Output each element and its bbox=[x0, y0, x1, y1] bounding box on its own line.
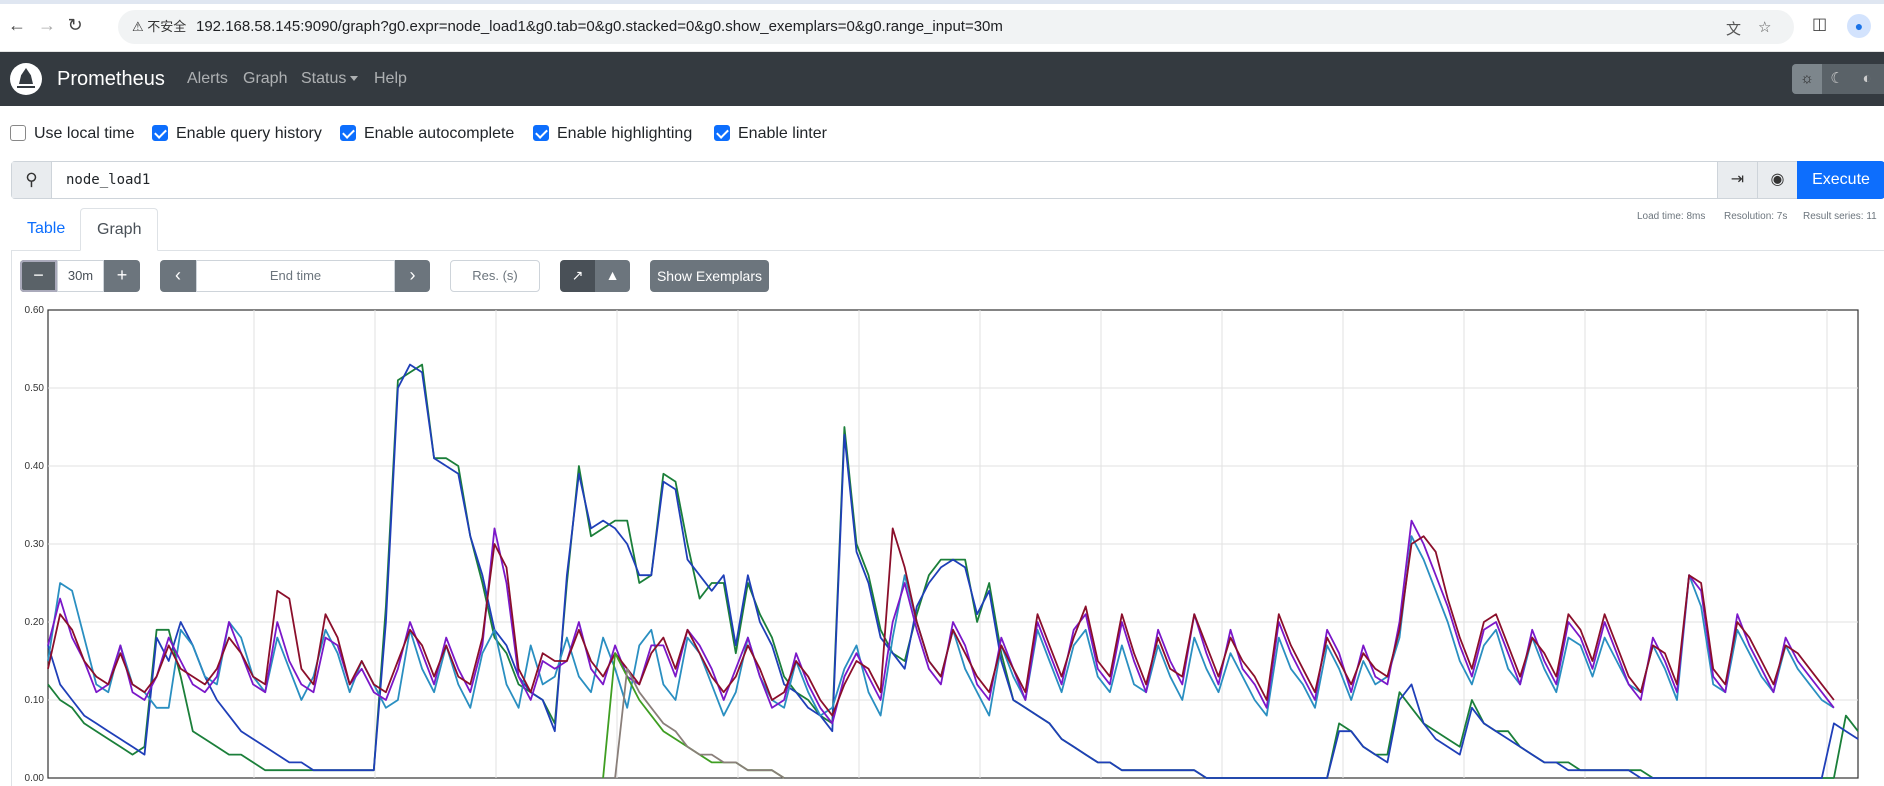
resolution-input[interactable]: Res. (s) bbox=[450, 260, 540, 292]
tab-strip bbox=[0, 0, 1884, 4]
forward-arrow-icon[interactable]: → bbox=[38, 15, 56, 35]
option-label: Enable autocomplete bbox=[364, 125, 515, 142]
nav-link-status[interactable]: Status bbox=[301, 52, 359, 106]
prometheus-logo-icon[interactable] bbox=[10, 63, 42, 95]
load-time-stat: Load time: 8ms bbox=[1637, 211, 1706, 222]
nav-link-graph[interactable]: Graph bbox=[243, 70, 288, 87]
end-time-input[interactable]: End time bbox=[196, 260, 395, 292]
option-label: Enable linter bbox=[738, 125, 827, 142]
dark-theme-moon-icon[interactable]: ☾ bbox=[1830, 70, 1844, 87]
side-panel-icon[interactable]: ◫ bbox=[1812, 16, 1828, 33]
theme-toggle-group: ☼ ☾ ◐ bbox=[1792, 64, 1884, 94]
checkbox-checked-icon[interactable] bbox=[533, 125, 549, 141]
search-icon: ⚲ bbox=[12, 162, 52, 198]
result-series-stat: Result series: 11 bbox=[1803, 211, 1877, 222]
previous-time-button[interactable]: ‹ bbox=[160, 260, 196, 292]
next-time-button[interactable]: › bbox=[395, 260, 430, 292]
tab-table[interactable]: Table bbox=[27, 220, 66, 237]
security-label: 不安全 bbox=[147, 19, 187, 34]
series-line-6 bbox=[614, 667, 785, 779]
graph-plot: 0.00 0.10 0.20 0.30 0.40 0.50 0.60 bbox=[0, 300, 1884, 786]
stacked-area-chart-icon[interactable]: ▲ bbox=[595, 260, 630, 292]
option-label: Use local time bbox=[34, 125, 135, 142]
brand-title[interactable]: Prometheus bbox=[57, 68, 165, 90]
line-chart: 0.00 0.10 0.20 0.30 0.40 0.50 0.60 bbox=[25, 305, 1859, 784]
option-use-local-time[interactable]: Use local time bbox=[10, 123, 134, 145]
browser-chrome: ← → ↻ ⚠ 不安全 192.168.58.145:9090/graph?g0… bbox=[0, 0, 1884, 52]
unstacked-line-chart-icon[interactable]: ↗ bbox=[560, 260, 595, 292]
profile-avatar-icon[interactable]: ● bbox=[1847, 14, 1871, 38]
nav-status-label: Status bbox=[301, 70, 347, 87]
y-tick-label: 0.50 bbox=[25, 383, 45, 394]
option-enable-autocomplete[interactable]: Enable autocomplete bbox=[340, 123, 514, 145]
format-expression-icon[interactable]: ⇥ bbox=[1717, 162, 1757, 198]
nav-link-alerts[interactable]: Alerts bbox=[187, 70, 228, 87]
show-exemplars-button[interactable]: Show Exemplars bbox=[650, 260, 769, 292]
option-enable-query-history[interactable]: Enable query history bbox=[152, 123, 322, 145]
prometheus-navbar: Prometheus Alerts Graph Status Help ☼ ☾ … bbox=[0, 52, 1884, 106]
y-tick-label: 0.60 bbox=[25, 305, 45, 316]
auto-theme-contrast-icon[interactable]: ◐ bbox=[1862, 70, 1872, 87]
graph-panel bbox=[11, 250, 1884, 786]
url-text[interactable]: 192.168.58.145:9090/graph?g0.expr=node_l… bbox=[196, 18, 1003, 35]
option-label: Enable highlighting bbox=[557, 125, 693, 142]
series-line-4 bbox=[47, 527, 1835, 717]
checkbox-icon[interactable] bbox=[10, 125, 26, 141]
checkbox-checked-icon[interactable] bbox=[152, 125, 168, 141]
series-line-1 bbox=[47, 363, 1859, 779]
y-tick-label: 0.40 bbox=[25, 461, 45, 472]
query-bar: ⚲ node_load1 ⇥ ◉ Execute bbox=[11, 161, 1884, 199]
y-tick-label: 0.10 bbox=[25, 695, 45, 706]
resolution-stat: Resolution: 7s bbox=[1724, 211, 1788, 222]
address-bar[interactable]: ⚠ 不安全 192.168.58.145:9090/graph?g0.expr=… bbox=[118, 10, 1794, 44]
y-tick-label: 0.20 bbox=[25, 617, 45, 628]
increase-range-button[interactable]: + bbox=[104, 260, 140, 292]
expression-input[interactable]: node_load1 bbox=[66, 172, 151, 188]
bookmark-star-icon[interactable]: ☆ bbox=[1758, 19, 1772, 36]
checkbox-checked-icon[interactable] bbox=[714, 125, 730, 141]
nav-link-help[interactable]: Help bbox=[374, 70, 407, 87]
panel-tabs: Table Graph bbox=[11, 208, 1884, 251]
reload-icon[interactable]: ↻ bbox=[67, 15, 83, 35]
y-tick-label: 0.00 bbox=[25, 773, 45, 784]
checkbox-checked-icon[interactable] bbox=[340, 125, 356, 141]
execute-button[interactable]: Execute bbox=[1797, 161, 1884, 199]
tab-graph[interactable]: Graph bbox=[80, 208, 159, 251]
option-enable-linter[interactable]: Enable linter bbox=[714, 123, 827, 145]
option-enable-highlighting[interactable]: Enable highlighting bbox=[533, 123, 692, 145]
metrics-explorer-globe-icon[interactable]: ◉ bbox=[1757, 162, 1797, 198]
security-warning[interactable]: ⚠ 不安全 bbox=[132, 19, 187, 34]
decrease-range-button[interactable]: − bbox=[20, 260, 57, 292]
option-label: Enable query history bbox=[176, 125, 322, 142]
back-arrow-icon[interactable]: ← bbox=[8, 15, 26, 35]
range-input[interactable]: 30m bbox=[57, 260, 104, 292]
caret-down-icon bbox=[350, 76, 359, 81]
y-tick-label: 0.30 bbox=[25, 539, 45, 550]
light-theme-sun-icon[interactable]: ☼ bbox=[1792, 64, 1822, 94]
translate-icon[interactable]: 文 bbox=[1726, 21, 1742, 38]
